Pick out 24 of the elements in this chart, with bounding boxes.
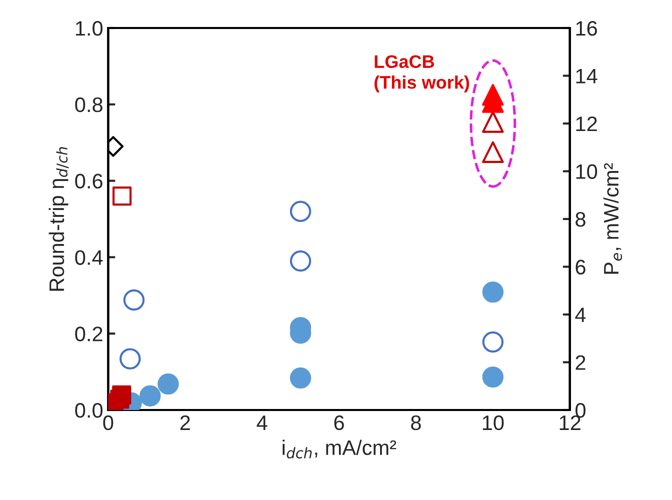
x-tick-label: 8	[411, 415, 421, 430]
y-axis-title: Round-trip η$_{d/ch}$	[48, 147, 69, 291]
y-tick-label: 0.0	[75, 403, 103, 418]
y2-axis-title: P$_{e}$, mW/cm²	[603, 163, 622, 274]
y-tick-label: 0.8	[75, 97, 102, 112]
y-tick-label: 0.6	[75, 174, 102, 189]
y2-tick-label: 6	[576, 260, 586, 275]
x-axis-title: i$_{dch}$, mA/cm²	[282, 440, 396, 458]
y2-tick-label: 16	[576, 21, 597, 36]
y-tick-label: 1.0	[76, 21, 103, 36]
x-tick-label: 4	[256, 416, 268, 430]
y-tick-label: 0.4	[75, 250, 103, 265]
y2-tick-label: 2	[576, 355, 586, 370]
annotation: LGaCB (This work)	[374, 55, 470, 92]
y2-tick-label: 14	[576, 68, 598, 84]
x-tick-label: 0	[103, 415, 114, 430]
x-tick-label: 2	[180, 415, 190, 430]
x-tick-label: 6	[334, 415, 344, 430]
y2-tick-label: 12	[576, 116, 597, 132]
y2-tick-label: 8	[576, 212, 586, 227]
y-tick-label: 0.2	[75, 326, 102, 342]
y2-tick-label: 10	[576, 164, 598, 180]
y2-tick-label: 4	[575, 308, 586, 322]
x-tick-label: 10	[482, 415, 504, 430]
